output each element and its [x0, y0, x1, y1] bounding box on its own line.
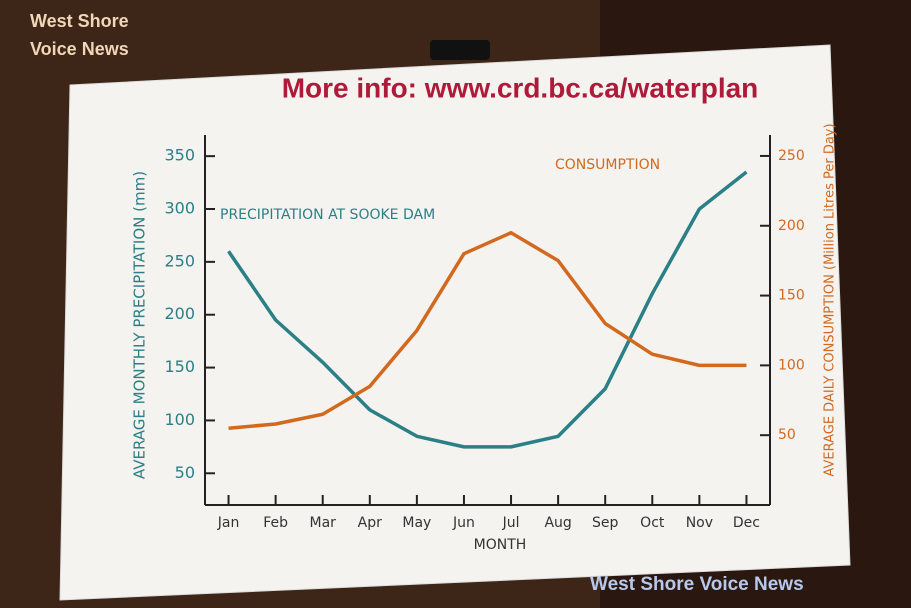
clip	[430, 40, 490, 60]
x-tick-label: May	[402, 515, 431, 531]
y-tick-label: 50	[175, 463, 195, 482]
watermark: West Shore Voice News	[590, 574, 804, 595]
y-tick-label: 300	[164, 199, 195, 218]
y-tick-label: 350	[164, 146, 195, 165]
y-tick-label: 100	[164, 410, 195, 429]
y-tick-label: 150	[164, 357, 195, 376]
x-tick-label: Jan	[217, 515, 240, 531]
photo: More info: www.crd.bc.ca/waterplan West …	[0, 0, 911, 608]
x-tick-label: Jun	[452, 515, 475, 531]
y-axis-label: AVERAGE MONTHLY PRECIPITATION (mm)	[131, 171, 149, 479]
x-tick-label: Mar	[309, 515, 336, 531]
y2-tick-label: 50	[778, 427, 796, 443]
x-axis-label: MONTH	[474, 537, 527, 553]
x-tick-label: Jul	[502, 515, 520, 531]
watermark: West Shore	[30, 11, 129, 31]
x-tick-label: Nov	[686, 515, 713, 531]
x-tick-label: Aug	[544, 515, 571, 531]
x-tick-label: Feb	[263, 515, 288, 531]
y-tick-label: 250	[164, 251, 195, 270]
x-tick-label: Dec	[733, 515, 760, 531]
y2-axis-label: AVERAGE DAILY CONSUMPTION (Million Litre…	[823, 123, 838, 476]
series-label: CONSUMPTION	[555, 157, 660, 173]
y2-tick-label: 100	[778, 357, 805, 373]
series-label: PRECIPITATION AT SOOKE DAM	[220, 207, 435, 223]
y2-tick-label: 250	[778, 148, 805, 164]
x-tick-label: Sep	[592, 515, 619, 531]
x-tick-label: Oct	[640, 515, 665, 531]
y2-tick-label: 200	[778, 218, 805, 234]
x-tick-label: Apr	[358, 515, 382, 531]
chart-title: More info: www.crd.bc.ca/waterplan	[282, 72, 759, 103]
watermark: Voice News	[30, 39, 129, 59]
y-tick-label: 200	[164, 304, 195, 323]
y2-tick-label: 150	[778, 288, 805, 304]
